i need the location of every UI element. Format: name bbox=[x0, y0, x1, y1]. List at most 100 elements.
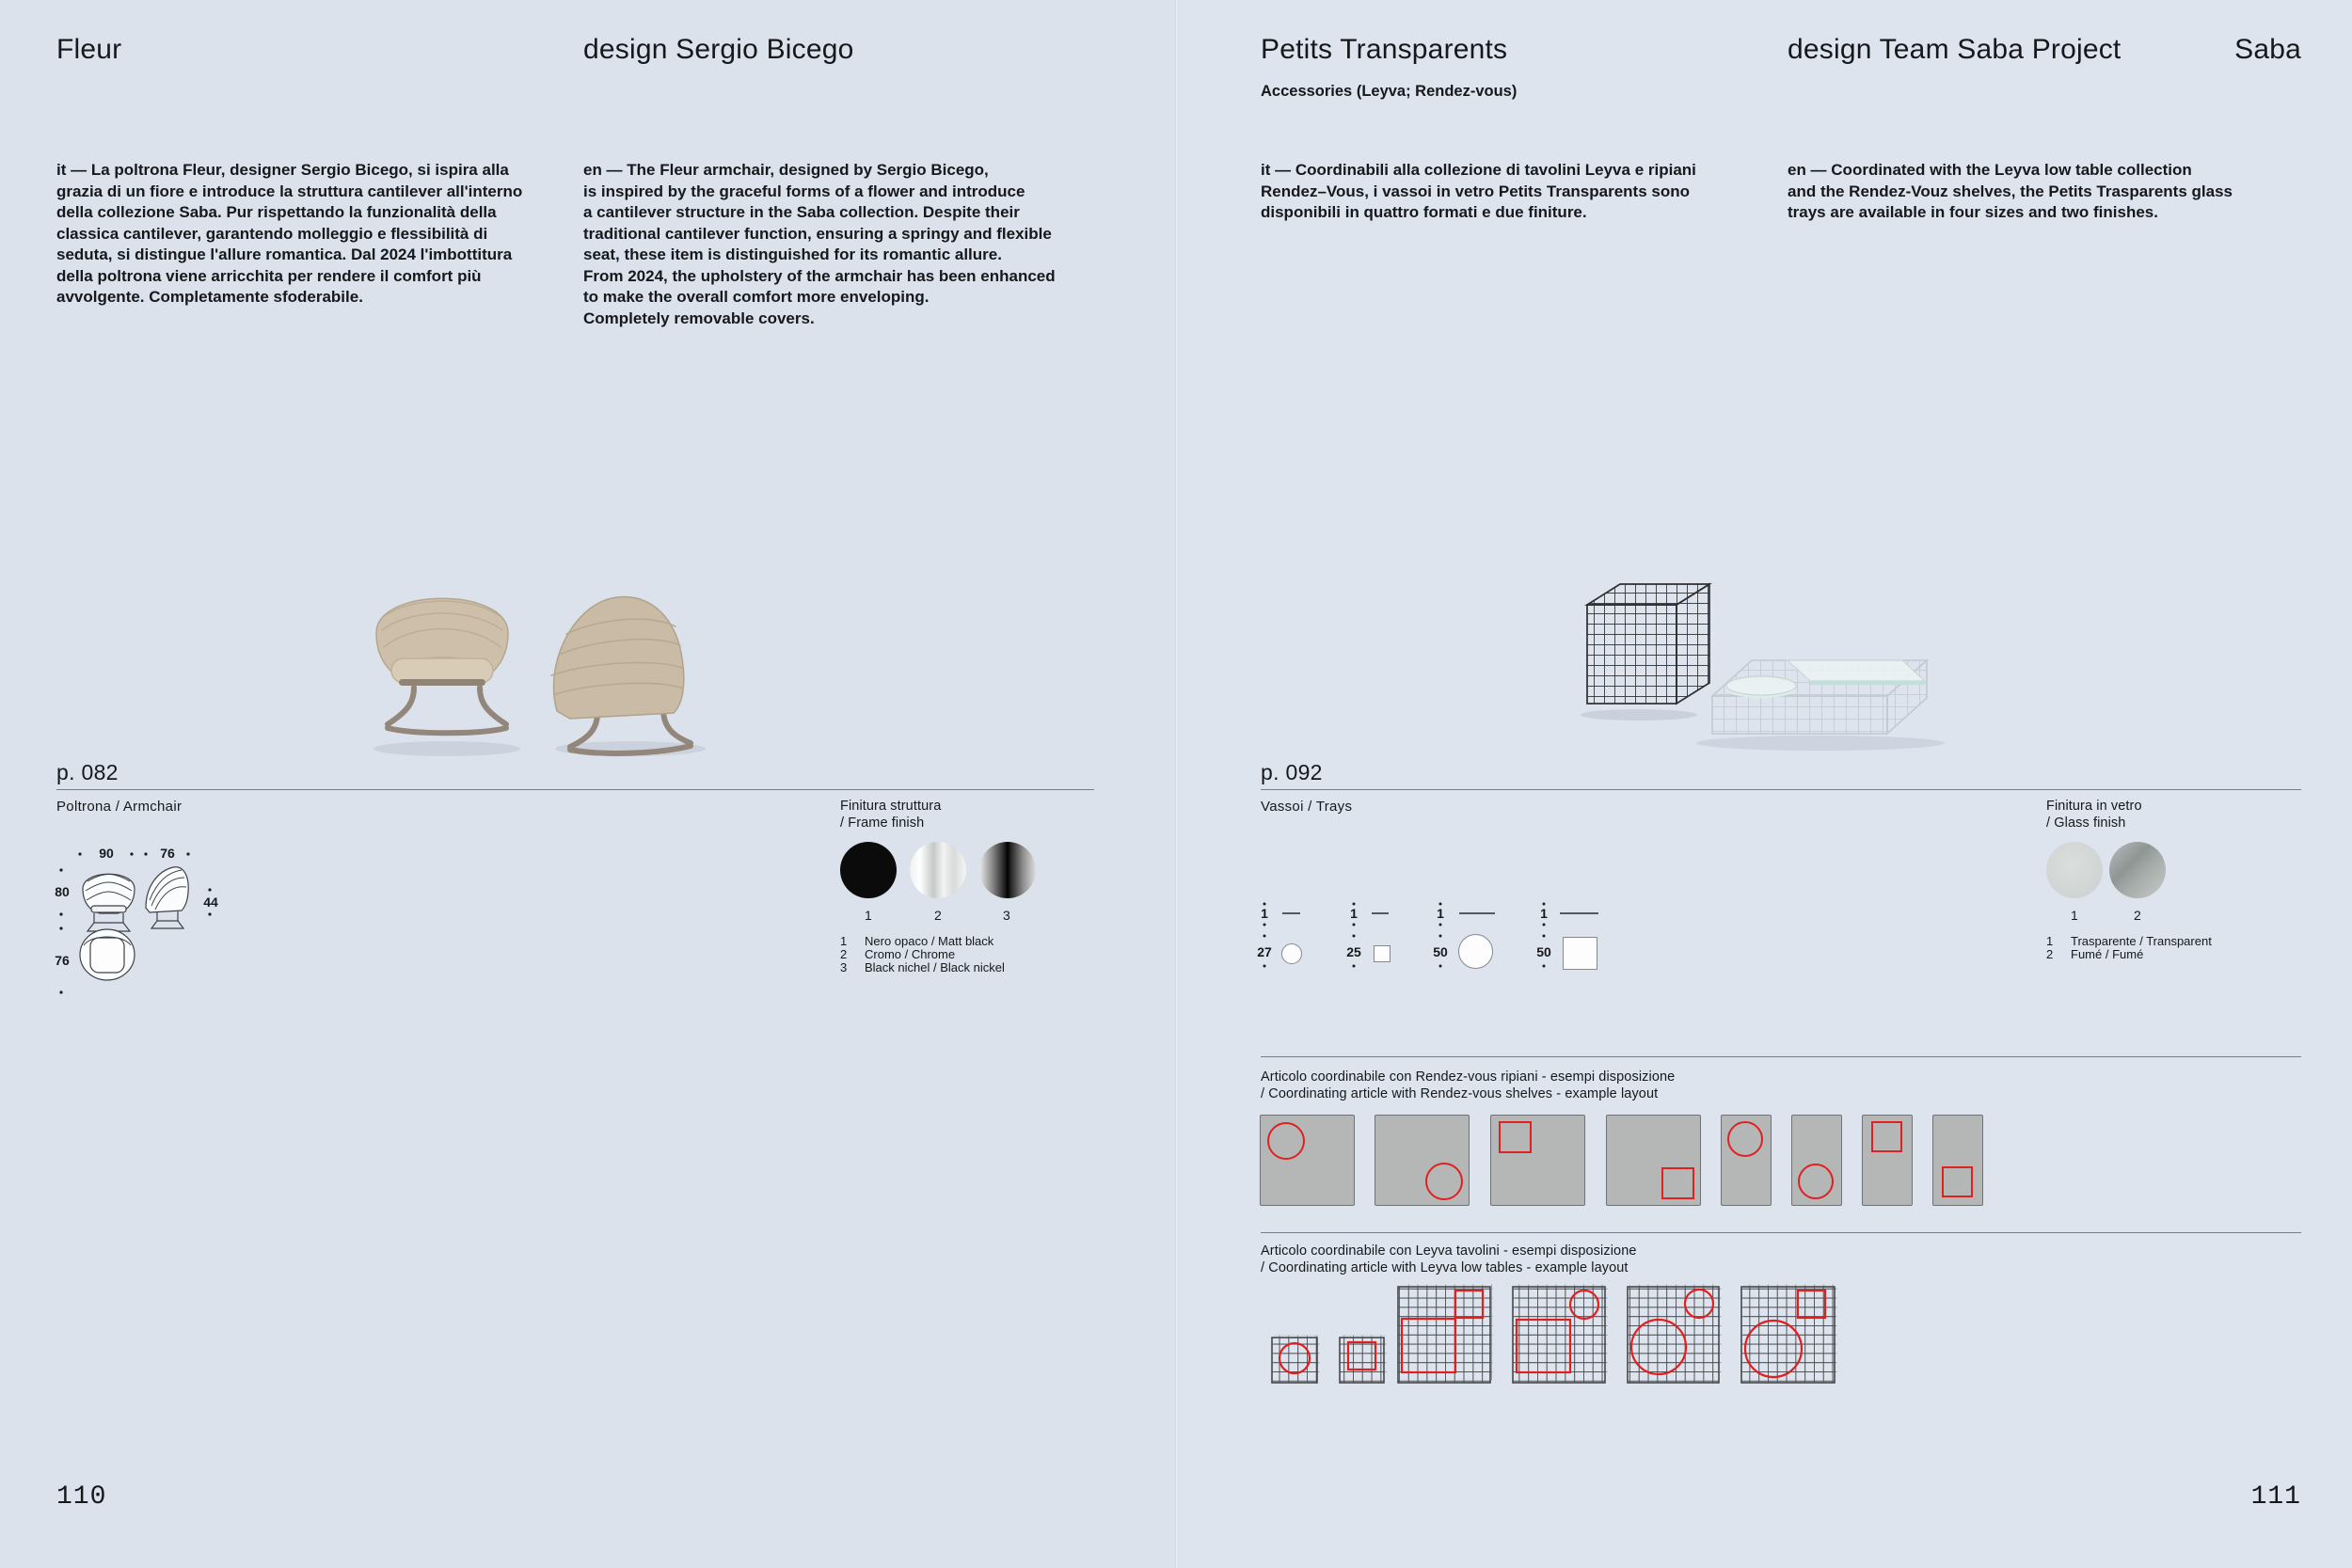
leyva-title-en: / Coordinating article with Leyva low ta… bbox=[1261, 1260, 1629, 1275]
tray-marker-circle bbox=[1425, 1163, 1463, 1200]
leyva-title-it: Articolo coordinabile con Leyva tavolini… bbox=[1261, 1243, 1637, 1259]
collection-subtitle: Accessories (Leyva; Rendez-vous) bbox=[1261, 83, 1518, 100]
round-tray-marker-large bbox=[1743, 1319, 1804, 1379]
frame-finish-title-it: Finitura struttura bbox=[840, 799, 942, 814]
left-page-background bbox=[0, 0, 1176, 1568]
square-tray-marker-large bbox=[1400, 1317, 1457, 1374]
swatch-number-1: 1 bbox=[865, 908, 872, 923]
glass-finish-list: 1 Trasparente / Transparent 2 Fumé / Fum… bbox=[2046, 935, 2305, 961]
shelf-example-3 bbox=[1490, 1115, 1585, 1206]
description-english-left: en — The Fleur armchair, designed by Ser… bbox=[583, 161, 1056, 327]
description-english-right: en — Coordinated with the Leyva low tabl… bbox=[1788, 161, 2233, 221]
armchair-dimension-diagram: 90 76 80 44 76 bbox=[52, 842, 278, 1006]
trays-photo bbox=[1581, 582, 1945, 751]
round-tray-marker-large bbox=[1629, 1318, 1688, 1376]
swatch-black-nickel bbox=[979, 842, 1036, 898]
tray2-height: 1 bbox=[1350, 906, 1358, 921]
square-tray-marker bbox=[1454, 1289, 1485, 1320]
tray1-size: 27 bbox=[1257, 944, 1272, 959]
glass-finish-numbers: 1 2 bbox=[2046, 908, 2305, 928]
swatch-number-2: 2 bbox=[934, 908, 942, 923]
finish-item-num: 2 bbox=[840, 947, 848, 961]
glass-finish-swatches bbox=[2046, 842, 2305, 898]
swatch-chrome bbox=[910, 842, 966, 898]
shelf-example-6 bbox=[1791, 1115, 1842, 1206]
glass-edge bbox=[1810, 681, 1925, 685]
tray-marker-circle bbox=[1798, 1164, 1834, 1199]
finish-list-item: 1 Trasparente / Transparent bbox=[2046, 935, 2305, 948]
round-tray-marker bbox=[1278, 1341, 1311, 1375]
frame-finish-numbers: 1 2 3 bbox=[840, 908, 1113, 928]
tray-marker-square bbox=[1661, 1167, 1694, 1199]
finish-item-num: 1 bbox=[2046, 934, 2054, 948]
frame-finish-list: 1 Nero opaco / Matt black 2 Cromo / Chro… bbox=[840, 935, 1113, 974]
black-wire-cube bbox=[1584, 582, 1712, 705]
glass-finish-title-it: Finitura in vetro bbox=[2046, 799, 2142, 814]
rendezvous-title-it: Articolo coordinabile con Rendez-vous ri… bbox=[1261, 1069, 1676, 1085]
spec-rule-left bbox=[56, 789, 1094, 790]
tray-marker-square bbox=[1499, 1121, 1532, 1153]
leyva-layout-examples bbox=[1271, 1284, 1837, 1384]
leyva-section-rule bbox=[1261, 1232, 2301, 1233]
frame-finish-block: Finitura struttura / Frame finish 1 2 3 … bbox=[840, 798, 1113, 974]
leyva-table-large-4 bbox=[1740, 1284, 1837, 1384]
dim-depth-side: 76 bbox=[160, 846, 175, 861]
dim-height: 80 bbox=[55, 884, 70, 899]
leyva-table-large-2 bbox=[1512, 1284, 1608, 1384]
tray3-size: 50 bbox=[1433, 944, 1448, 959]
armchair-front bbox=[375, 597, 509, 736]
dim-seat-height: 44 bbox=[203, 895, 218, 910]
tray3-profile bbox=[1459, 912, 1495, 914]
page-title-right: Petits Transparents bbox=[1261, 34, 1508, 65]
frame-finish-swatches bbox=[840, 842, 1113, 898]
white-wire-table bbox=[1709, 658, 1930, 736]
page-gutter bbox=[1175, 0, 1177, 1568]
glass-round-tray bbox=[1725, 675, 1797, 696]
swatch-number-2: 2 bbox=[2134, 908, 2141, 923]
product-type-left: Poltrona / Armchair bbox=[56, 799, 183, 815]
finish-list-item: 1 Nero opaco / Matt black bbox=[840, 935, 1113, 948]
shelf-example-7 bbox=[1862, 1115, 1913, 1206]
tray1-shape-round bbox=[1281, 943, 1302, 964]
page-reference-left: p. 082 bbox=[56, 760, 119, 784]
description-italian-left: it — La poltrona Fleur, designer Sergio … bbox=[56, 161, 523, 306]
rendezvous-section-title: Articolo coordinabile con Rendez-vous ri… bbox=[1261, 1069, 1675, 1102]
round-tray-marker bbox=[1683, 1288, 1715, 1320]
tray2-profile bbox=[1372, 912, 1389, 914]
tray4-size: 50 bbox=[1536, 944, 1551, 959]
tray4-profile bbox=[1560, 912, 1598, 914]
square-tray-marker bbox=[1796, 1289, 1827, 1320]
tray2-shape-square bbox=[1374, 945, 1391, 962]
finish-item-label: Fumé / Fumé bbox=[2071, 947, 2144, 961]
finish-item-num: 3 bbox=[840, 960, 848, 974]
finish-item-label: Cromo / Chrome bbox=[865, 947, 956, 961]
finish-item-label: Nero opaco / Matt black bbox=[865, 934, 994, 948]
leyva-table-small-1 bbox=[1271, 1335, 1320, 1384]
designer-credit-right: design Team Saba Project bbox=[1788, 34, 2122, 65]
finish-item-label: Black nichel / Black nickel bbox=[865, 960, 1005, 974]
tray-marker-circle bbox=[1267, 1122, 1305, 1160]
armchair-photo bbox=[373, 595, 706, 756]
description-italian-right: it — Coordinabili alla collezione di tav… bbox=[1261, 161, 1696, 221]
dim-width: 90 bbox=[99, 846, 114, 861]
rendezvous-section-rule bbox=[1261, 1056, 2301, 1057]
brand-logo: Saba bbox=[2234, 34, 2301, 65]
tray-marker-square bbox=[1871, 1121, 1902, 1152]
square-tray-marker-large bbox=[1515, 1318, 1572, 1374]
page-title-left: Fleur bbox=[56, 34, 122, 65]
glass-finish-title-en: / Glass finish bbox=[2046, 816, 2126, 831]
page-number-right: 111 bbox=[2250, 1482, 2301, 1512]
leyva-table-large-1 bbox=[1397, 1284, 1493, 1384]
frame-finish-title-en: / Frame finish bbox=[840, 816, 925, 831]
finish-list-item: 2 Cromo / Chrome bbox=[840, 948, 1113, 961]
page-reference-right: p. 092 bbox=[1261, 760, 1323, 784]
square-tray-marker bbox=[1346, 1340, 1377, 1371]
tray3-height: 1 bbox=[1437, 906, 1444, 921]
swatch-number-3: 3 bbox=[1003, 908, 1010, 923]
tray1-height: 1 bbox=[1261, 906, 1268, 921]
finish-item-num: 2 bbox=[2046, 947, 2054, 961]
rendezvous-layout-examples bbox=[1260, 1115, 1984, 1207]
tray4-height: 1 bbox=[1540, 906, 1548, 921]
finish-item-label: Trasparente / Transparent bbox=[2071, 934, 2212, 948]
